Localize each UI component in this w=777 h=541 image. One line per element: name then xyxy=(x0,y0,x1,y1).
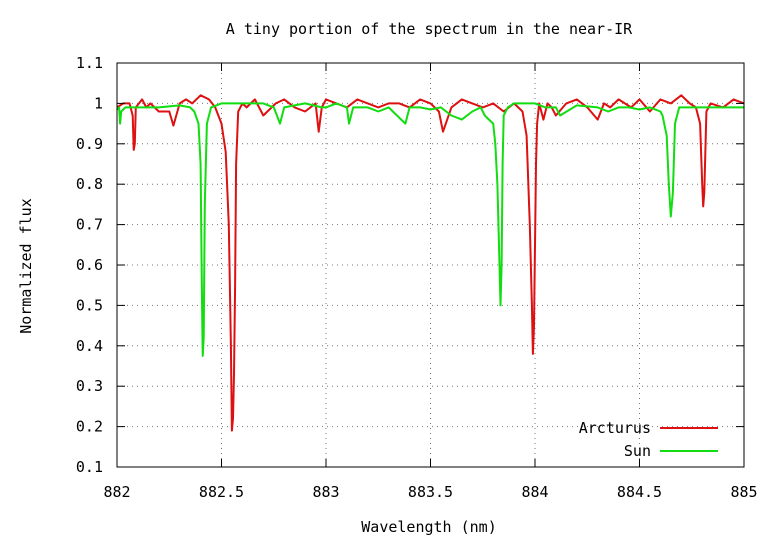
series-layer xyxy=(116,94,745,432)
y-tick-label: 1 xyxy=(94,94,103,112)
x-tick-label: 884.5 xyxy=(617,483,662,501)
y-tick-label: 0.6 xyxy=(76,256,103,274)
x-tick-label: 882.5 xyxy=(199,483,244,501)
y-tick-label: 0.2 xyxy=(76,418,103,436)
x-tick-label: 883 xyxy=(312,483,339,501)
y-tick-label: 0.8 xyxy=(76,175,103,193)
tick-marks xyxy=(116,62,745,468)
series-line-arcturus xyxy=(116,94,745,432)
legend-label-sun: Sun xyxy=(624,442,651,460)
y-tick-label: 0.9 xyxy=(76,135,103,153)
x-tick-label: 883.5 xyxy=(408,483,453,501)
x-axis-label: Wavelength (nm) xyxy=(361,518,496,536)
y-tick-labels: 0.1 0.2 0.3 0.4 0.5 0.6 0.7 0.8 0.9 1 1.1 xyxy=(76,54,103,476)
series-line-sun xyxy=(116,102,744,357)
y-tick-label: 0.5 xyxy=(76,296,103,314)
y-tick-label: 0.7 xyxy=(76,216,103,234)
y-tick-label: 0.3 xyxy=(76,377,103,395)
x-tick-labels: 882 882.5 883 883.5 884 884.5 885 xyxy=(103,483,757,501)
y-axis-label: Normalized flux xyxy=(17,198,35,333)
legend: Arcturus Sun xyxy=(579,419,718,460)
y-tick-label: 0.4 xyxy=(76,337,103,355)
x-tick-label: 882 xyxy=(103,483,130,501)
x-tick-label: 884 xyxy=(521,483,548,501)
x-tick-label: 885 xyxy=(730,483,757,501)
legend-label-arcturus: Arcturus xyxy=(579,419,651,437)
y-tick-label: 1.1 xyxy=(76,54,103,72)
y-tick-label: 0.1 xyxy=(76,458,103,476)
chart-title: A tiny portion of the spectrum in the ne… xyxy=(226,20,633,38)
grid-lines xyxy=(117,63,744,467)
